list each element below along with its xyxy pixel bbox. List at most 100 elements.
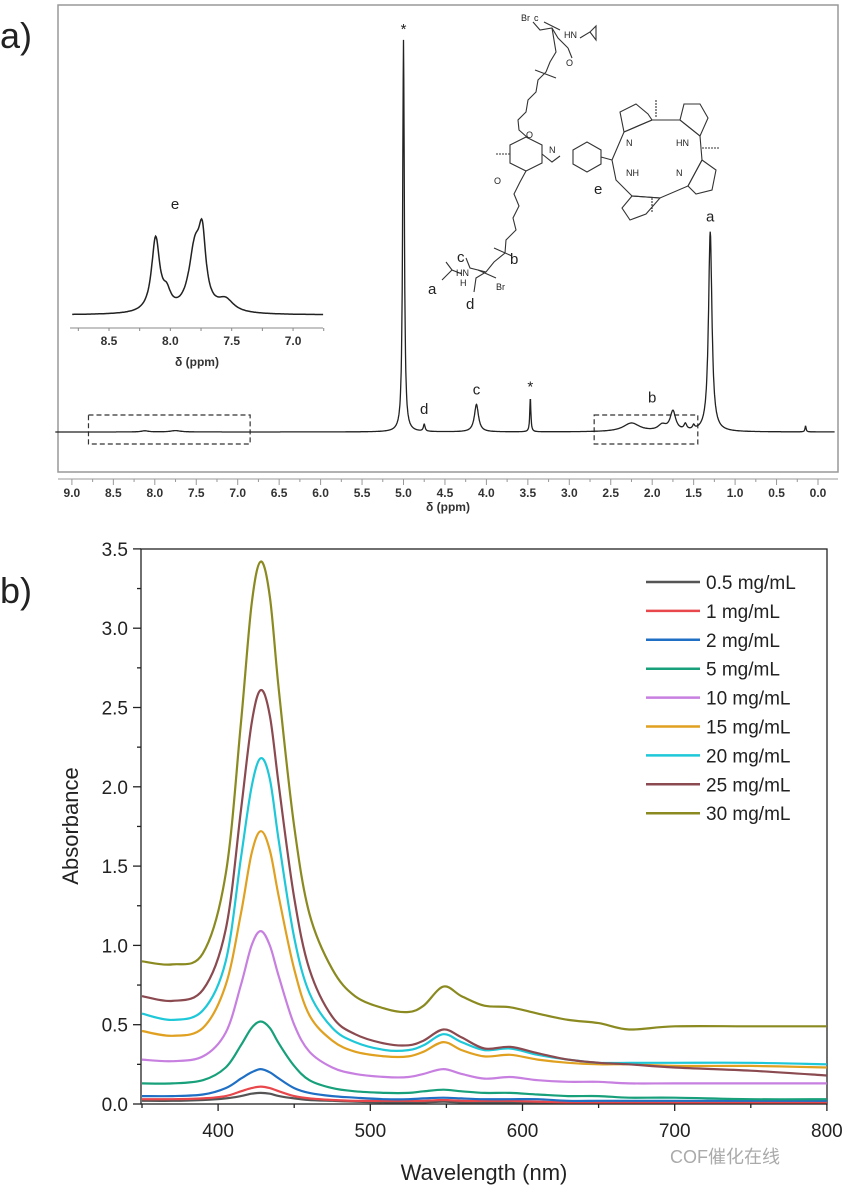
atom-label: HN (676, 138, 689, 148)
legend-label: 0.5 mg/mL (706, 573, 796, 594)
inset-x-tick-label: 8.5 (101, 334, 118, 348)
uv-series-line-25mgml (141, 688, 827, 1077)
uv-y-tick-label: 2.0 (102, 778, 128, 799)
atom-label: N (549, 145, 556, 155)
nmr-x-axis: 9.0 8.5 8.0 7.5 7.0 6.5 6.0 5.5 5.0 4.5 4.0 3.5 3.0 2… (58, 478, 838, 500)
uv-series-line-2mgml (141, 1067, 827, 1103)
nmr-highlight-box (593, 414, 699, 445)
structure-pyrrole-ring (619, 103, 653, 133)
nmr-x-tick-label: 5.5 (354, 486, 371, 500)
uv-x-axis-label: Wavelength (nm) (401, 1160, 568, 1185)
structure-isopropyl-top (579, 24, 597, 42)
atom-label: HN (456, 268, 469, 278)
uv-x-tick-label: 500 (354, 1121, 386, 1142)
legend-label: 2 mg/mL (706, 631, 780, 652)
nmr-inset: 8.5 8.0 7.5 7.0 δ (ppm) e (70, 196, 325, 369)
watermark: COF催化在线 (670, 1147, 780, 1167)
nmr-peak-label: * (401, 21, 407, 38)
inset-x-tick-label: 7.0 (285, 334, 302, 348)
panel-label-b: b) (0, 570, 32, 611)
structure-atom-labels: Br c HN O O N N HN NH N O HN H Br e a c … (428, 13, 689, 313)
nmr-x-tick-label: 9.0 (64, 486, 81, 500)
legend-label: 30 mg/mL (706, 804, 790, 825)
nmr-x-tick-label: 7.5 (188, 486, 205, 500)
nmr-x-tick-label: 3.5 (520, 486, 537, 500)
nmr-x-tick-label: 3.0 (561, 486, 578, 500)
atom-label: O (526, 130, 533, 140)
nmr-x-tick-label: 7.0 (229, 486, 246, 500)
nmr-x-axis-label: δ (ppm) (426, 500, 470, 514)
atom-label: N (626, 138, 633, 148)
nmr-peak-label: a (706, 209, 715, 226)
assignment-label-a: a (428, 281, 437, 298)
nmr-spectrum-line (55, 39, 835, 433)
legend-label: 1 mg/mL (706, 602, 780, 623)
structure-benzene-ring (509, 136, 543, 172)
uv-x-tick-label: 800 (811, 1121, 843, 1142)
atom-label: HN (564, 30, 577, 40)
structure-pyrrole-ring (687, 159, 717, 195)
nmr-highlight-boxes (87, 414, 699, 445)
nmr-peak-label: b (648, 389, 656, 406)
inset-x-axis: 8.5 8.0 7.5 7.0 (70, 327, 325, 348)
inset-x-axis-label: δ (ppm) (175, 355, 219, 369)
structure-imine (541, 153, 561, 163)
structure-top-backbone (532, 21, 569, 49)
nmr-peak-label: c (473, 381, 481, 398)
uv-series-line-1mgml (141, 1085, 827, 1104)
uv-y-tick-label: 1.0 (102, 936, 128, 957)
nmr-chart: 9.0 8.5 8.0 7.5 7.0 6.5 6.0 5.5 5.0 4.5 4.0 3.5 3.0 2… (55, 4, 839, 514)
uv-y-tick-label: 1.5 (102, 857, 128, 878)
nmr-x-tick-label: 6.0 (312, 486, 329, 500)
nmr-x-tick-label: 1.5 (685, 486, 702, 500)
atom-label: c (534, 13, 539, 23)
structure-carbonyl (465, 257, 487, 273)
nmr-x-tick-label: 0.0 (810, 486, 827, 500)
structure-pyrrole-ring (621, 195, 662, 221)
uv-series-line-5mgml (141, 1020, 827, 1101)
atom-label: O (494, 176, 501, 186)
nmr-x-tick-label: 2.0 (644, 486, 661, 500)
legend-label: 25 mg/mL (706, 775, 790, 796)
uv-series-line-10mgml (141, 929, 827, 1085)
nmr-x-tick-label: 8.0 (146, 486, 163, 500)
uv-y-tick-label: 0.5 (102, 1016, 128, 1037)
uv-series-line-15mgml (141, 830, 827, 1069)
uv-vis-chart: 400 500 600 700 8000.00.51.01.52.02.53.03.5 … (58, 540, 843, 1185)
nmr-x-tick-label: 2.5 (602, 486, 619, 500)
nmr-x-tick-label: 5.0 (395, 486, 412, 500)
structure-lower-alkyl-chain (473, 170, 527, 293)
inset-x-tick-label: 8.0 (162, 334, 179, 348)
uv-y-axis-label: Absorbance (58, 767, 83, 884)
structure-carbonyl (567, 47, 573, 59)
structure-bond (493, 247, 513, 257)
uv-x-tick-label: 700 (659, 1121, 691, 1142)
uv-series-lines (141, 560, 827, 1104)
uv-legend: 0.5 mg/mL 1 mg/mL 2 mg/mL 5 mg/mL 10 mg/mL 15… (646, 573, 796, 825)
atom-label: NH (626, 168, 639, 178)
structure-phenyl-ring (572, 141, 602, 173)
uv-axes: 400 500 600 700 800 0.0 0.5 1.0 1.5 2.0 2.5 3.0 3.5 (102, 540, 843, 1142)
atom-label: Br (521, 13, 530, 23)
nmr-x-tick-label: 1.0 (727, 486, 744, 500)
uv-y-tick-label: 3.0 (102, 619, 128, 640)
structure-pyrrole-ring (679, 103, 709, 137)
inset-x-tick-label: 7.5 (223, 334, 240, 348)
assignment-label-b: b (510, 251, 518, 268)
atom-label: O (566, 58, 573, 68)
structure-upper-alkyl-chain (517, 27, 557, 139)
legend-label: 20 mg/mL (706, 746, 790, 767)
nmr-peak-label: d (420, 401, 428, 418)
uv-y-tick-label: 0.0 (102, 1095, 128, 1116)
panel-label-a: a) (0, 15, 32, 56)
inset-spectrum-line (72, 217, 324, 316)
structure-bond (600, 156, 613, 161)
structure-bond (543, 21, 561, 31)
assignment-label-d: d (466, 296, 474, 313)
legend-label: 10 mg/mL (706, 689, 790, 710)
uv-x-tick-label: 600 (507, 1121, 539, 1142)
nmr-plot-frame (57, 4, 839, 473)
atom-label: N (676, 168, 683, 178)
atom-label: H (460, 278, 467, 288)
